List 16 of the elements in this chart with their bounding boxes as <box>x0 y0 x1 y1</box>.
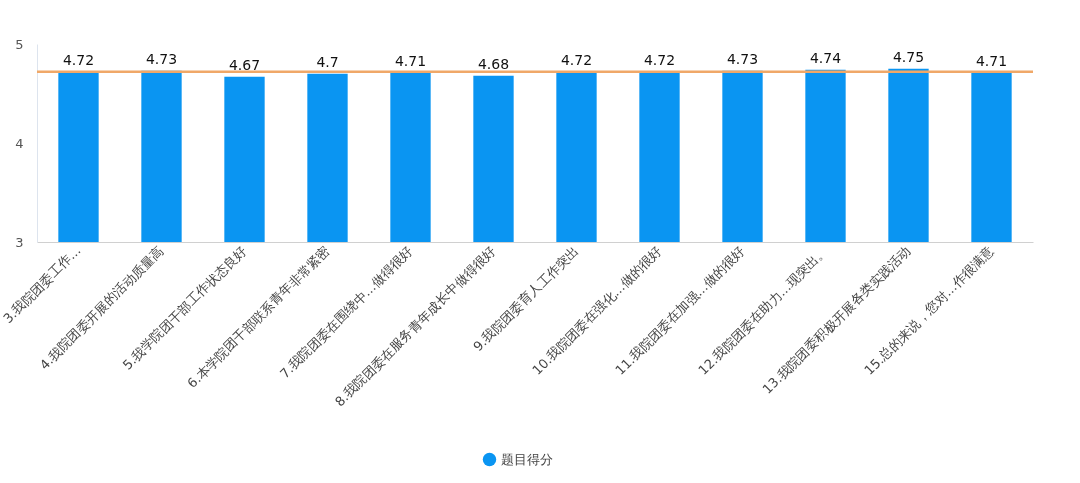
data-label: 4.75 <box>892 48 925 65</box>
data-label: 4.72 <box>62 51 95 68</box>
data-label: 4.73 <box>726 50 759 67</box>
data-label: 4.73 <box>145 50 178 67</box>
data-label: 4.72 <box>643 51 676 68</box>
legend-label: 题目得分 <box>501 451 553 467</box>
data-label: 4.72 <box>560 51 593 68</box>
y-tick-label: 4 <box>15 135 24 151</box>
data-label: 4.71 <box>975 52 1008 69</box>
data-label: 4.71 <box>394 52 427 69</box>
data-label: 4.67 <box>228 56 261 73</box>
data-label: 4.7 <box>316 53 339 70</box>
y-tick-label: 3 <box>15 234 24 250</box>
y-tick-label: 5 <box>15 36 24 52</box>
data-label: 4.68 <box>477 55 510 72</box>
data-label: 4.74 <box>809 49 842 66</box>
